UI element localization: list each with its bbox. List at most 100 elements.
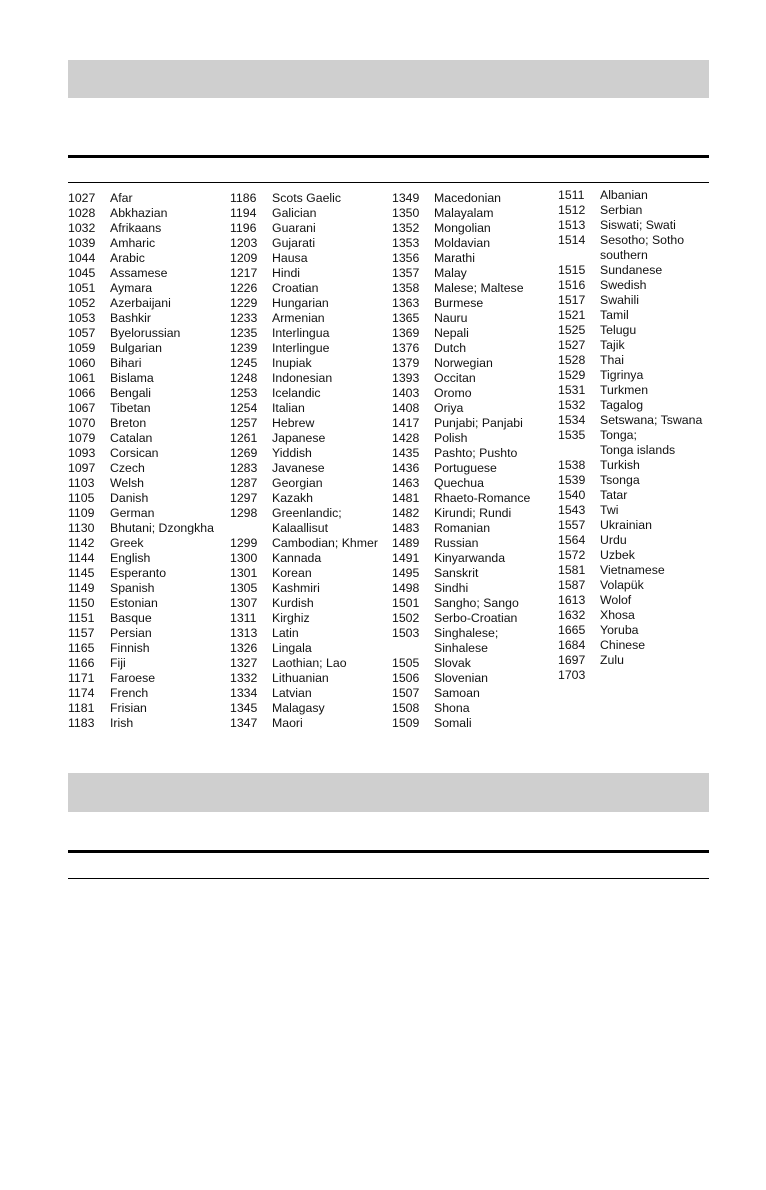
language-code-row: 1489 Russian (392, 536, 530, 551)
language-code: 1066 (68, 386, 96, 400)
language-code-row: 1539 Tsonga (558, 473, 702, 488)
language-code: 1512 (558, 203, 586, 217)
language-code-row: 1027 Afar (68, 191, 214, 206)
language-code: 1233 (230, 311, 258, 325)
language-code: 1226 (230, 281, 258, 295)
language-name: Hungarian (272, 296, 329, 310)
language-code: 1513 (558, 218, 586, 232)
language-code-row: 1358 Malese; Maltese (392, 281, 530, 296)
language-code: 1528 (558, 353, 586, 367)
language-name: French (110, 686, 149, 700)
language-name: Japanese (272, 431, 326, 445)
language-code-row: 1299 Cambodian; Khmer (230, 536, 378, 551)
language-name: Yiddish (272, 446, 312, 460)
language-code-row: 1171 Faroese (68, 671, 214, 686)
language-code-row: 1067 Tibetan (68, 401, 214, 416)
language-code-row: 1417 Punjabi; Panjabi (392, 416, 530, 431)
language-code: 1217 (230, 266, 258, 280)
language-code-row: 1613 Wolof (558, 593, 702, 608)
language-code: 1150 (68, 596, 95, 610)
language-name: Arabic (110, 251, 145, 265)
language-name: Lingala (272, 641, 312, 655)
language-code-column-2: 1186 Scots Gaelic 1194 Galician 1196 Guarani 1… (230, 191, 378, 731)
language-name: Slovak (434, 656, 471, 670)
language-name: Byelorussian (110, 326, 181, 340)
language-code: 1097 (68, 461, 96, 475)
language-code-row: 1066 Bengali (68, 386, 214, 401)
language-name: Hebrew (272, 416, 315, 430)
language-code: 1045 (68, 266, 96, 280)
language-name: Greek (110, 536, 144, 550)
language-name: Volapük (600, 578, 644, 592)
language-code: 1093 (68, 446, 96, 460)
language-code-row: 1298 Greenlandic; Kalaallisut (230, 506, 378, 536)
language-code: 1061 (68, 371, 96, 385)
language-code-row: 1513 Siswati; Swati (558, 218, 702, 233)
language-name: Tsonga (600, 473, 640, 487)
language-code: 1109 (68, 506, 95, 520)
language-code: 1209 (230, 251, 258, 265)
language-code-row: 1350 Malayalam (392, 206, 530, 221)
language-code-row: 1538 Turkish (558, 458, 702, 473)
language-code-row: 1356 Marathi (392, 251, 530, 266)
language-code: 1521 (558, 308, 586, 322)
language-code: 1059 (68, 341, 96, 355)
language-code-row: 1327 Laothian; Lao (230, 656, 378, 671)
language-code: 1489 (392, 536, 420, 550)
language-code-row: 1097 Czech (68, 461, 214, 476)
language-name: Lithuanian (272, 671, 329, 685)
language-code-row: 1245 Inupiak (230, 356, 378, 371)
language-name: Basque (110, 611, 152, 625)
language-name: Malay (434, 266, 467, 280)
language-name: Faroese (110, 671, 156, 685)
language-name: Danish (110, 491, 149, 505)
language-code-row: 1253 Icelandic (230, 386, 378, 401)
language-code: 1697 (558, 653, 586, 667)
language-code-row: 1261 Japanese (230, 431, 378, 446)
language-code: 1403 (392, 386, 420, 400)
language-code-row: 1515 Sundanese (558, 263, 702, 278)
language-name: Romanian (434, 521, 491, 535)
language-code-column-4: 1511 Albanian 1512 Serbian 1513 Siswati; Swat… (558, 188, 702, 683)
language-code: 1703 (558, 668, 586, 682)
language-code-row: 1196 Guarani (230, 221, 378, 236)
language-code-row: 1491 Kinyarwanda (392, 551, 530, 566)
language-code-row: 1534 Setswana; Tswana (558, 413, 702, 428)
language-name: Twi (600, 503, 619, 517)
table-top-rule-2 (68, 850, 709, 853)
language-name: Ukrainian (600, 518, 652, 532)
language-code-row: 1352 Mongolian (392, 221, 530, 236)
language-code-row: 1239 Interlingue (230, 341, 378, 356)
language-code: 1060 (68, 356, 96, 370)
language-code: 1269 (230, 446, 258, 460)
language-code: 1165 (68, 641, 95, 655)
language-code: 1515 (558, 263, 586, 277)
language-code: 1632 (558, 608, 586, 622)
language-name: Thai (600, 353, 624, 367)
language-code-row: 1045 Assamese (68, 266, 214, 281)
language-name: Zulu (600, 653, 624, 667)
language-code-row: 1498 Sindhi (392, 581, 530, 596)
language-code-row: 1165 Finnish (68, 641, 214, 656)
language-code: 1350 (392, 206, 420, 220)
language-code: 1540 (558, 488, 586, 502)
language-code-row: 1105 Danish (68, 491, 214, 506)
table-header-rule-2 (68, 878, 709, 879)
language-name: Turkish (600, 458, 640, 472)
language-code: 1313 (230, 626, 258, 640)
language-code-row: 1525 Telugu (558, 323, 702, 338)
language-code-row: 1428 Polish (392, 431, 530, 446)
language-code: 1229 (230, 296, 258, 310)
language-code: 1352 (392, 221, 420, 235)
language-code-row: 1482 Kirundi; Rundi (392, 506, 530, 521)
language-code-row: 1032 Afrikaans (68, 221, 214, 236)
language-code: 1334 (230, 686, 258, 700)
language-name: Yoruba (600, 623, 639, 637)
language-code-row: 1517 Swahili (558, 293, 702, 308)
language-name: Afar (110, 191, 133, 205)
language-code: 1505 (392, 656, 420, 670)
language-name: Quechua (434, 476, 484, 490)
language-code-row: 1287 Georgian (230, 476, 378, 491)
language-code-row: 1587 Volapük (558, 578, 702, 593)
language-code: 1149 (68, 581, 95, 595)
